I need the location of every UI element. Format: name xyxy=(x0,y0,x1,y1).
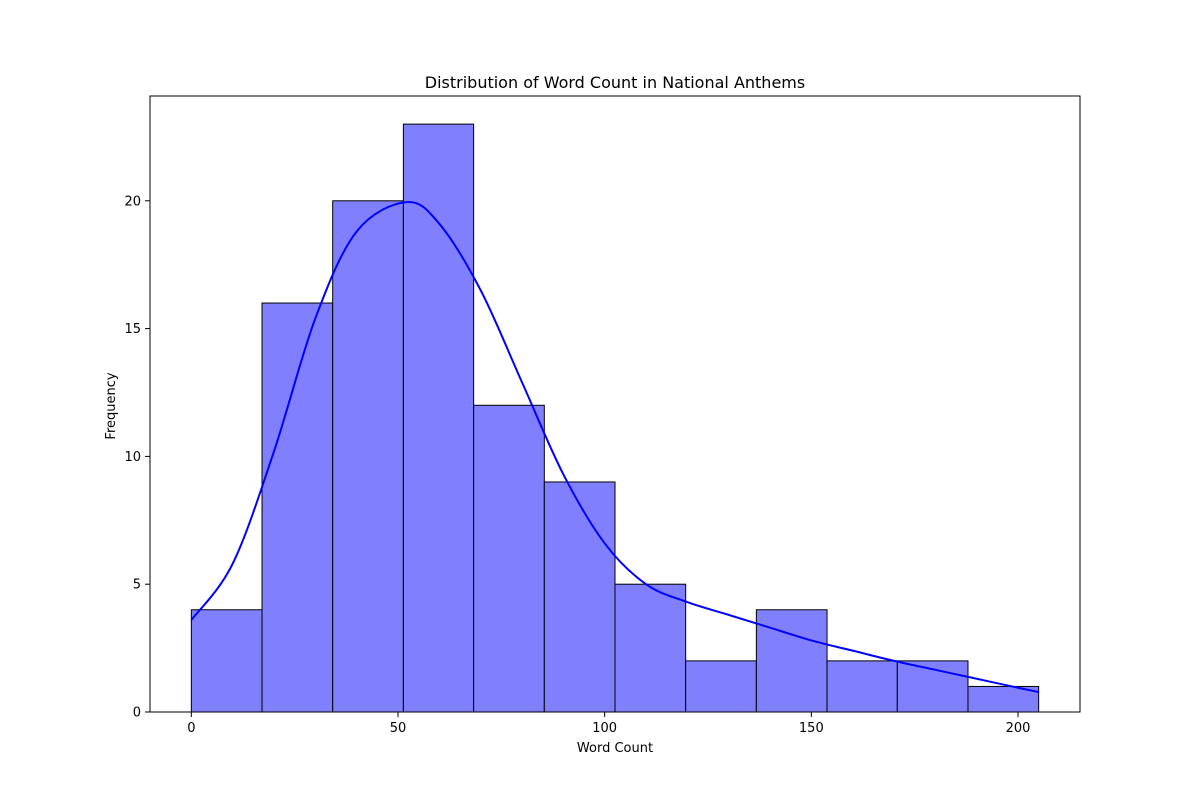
plot-frame xyxy=(149,95,1081,713)
y-axis-title: Frequency xyxy=(104,372,119,439)
histogram-bar-9 xyxy=(826,660,898,713)
kde-curve xyxy=(190,201,1039,694)
histogram-bar-2 xyxy=(332,200,404,713)
x-tick-label-3: 150 xyxy=(799,721,824,736)
y-tick-label-4: 20 xyxy=(124,194,141,209)
x-axis-title: Word Count xyxy=(577,741,653,756)
y-tick-label-2: 10 xyxy=(124,450,141,465)
histogram-bar-4 xyxy=(473,404,545,713)
y-axis-ticks: 0 5 10 15 20 xyxy=(124,194,150,721)
x-axis-ticks: 0 50 100 150 200 xyxy=(187,712,1030,736)
histogram-bar-11 xyxy=(967,685,1040,713)
histogram-bar-6 xyxy=(614,583,687,713)
histogram-bar-5 xyxy=(543,481,616,713)
x-tick-label-4: 200 xyxy=(1006,721,1031,736)
histogram-bar-0 xyxy=(190,609,263,713)
chart-title: Distribution of Word Count in National A… xyxy=(425,73,805,92)
x-tick-label-1: 50 xyxy=(390,721,407,736)
histogram-bar-1 xyxy=(261,302,334,713)
y-tick-label-1: 5 xyxy=(133,578,141,593)
histogram-bar-3 xyxy=(402,123,475,713)
histogram-bar-8 xyxy=(755,609,828,713)
x-tick-label-2: 100 xyxy=(592,721,617,736)
x-tick-label-0: 0 xyxy=(187,721,195,736)
histogram-bar-7 xyxy=(685,660,757,713)
y-tick-label-0: 0 xyxy=(133,706,141,721)
y-tick-label-3: 15 xyxy=(124,322,141,337)
